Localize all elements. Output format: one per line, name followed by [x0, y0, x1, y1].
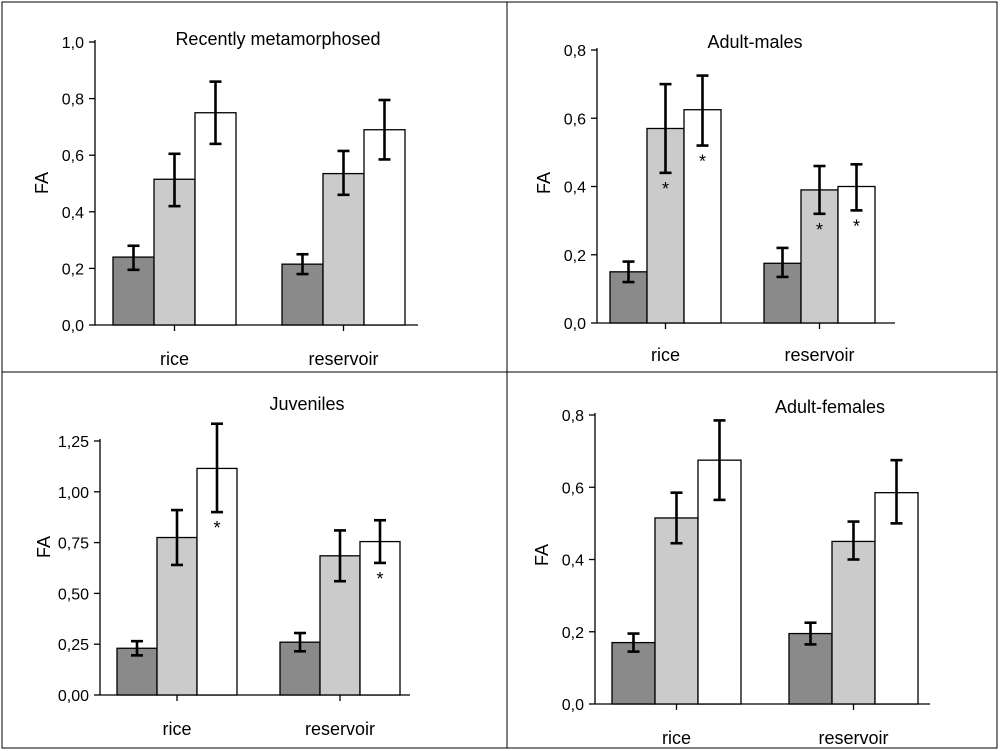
y-tick-label: 0,4 — [62, 205, 84, 222]
significance-star: * — [853, 216, 860, 236]
y-tick-label: 0,4 — [562, 553, 584, 570]
x-tick-label: reservoir — [308, 349, 378, 369]
panel-adult-males: Adult-males FA 0,0 0,2 0,4 0,6 0,8 * * * * rice rese… — [534, 32, 895, 365]
y-tick-label: 0,25 — [58, 637, 89, 654]
chart-title: Adult-males — [707, 32, 802, 52]
y-tick-label: 0,0 — [562, 697, 584, 714]
chart-title: Adult-females — [775, 397, 885, 417]
y-tick-label: 0,4 — [564, 180, 586, 197]
y-tick-label: 1,00 — [58, 485, 89, 502]
bar-reservoir-light — [831, 540, 876, 705]
significance-star: * — [699, 152, 706, 172]
bar-rice-light — [654, 517, 699, 705]
panel-adult-females: Adult-females FA 0,0 0,2 0,4 0,6 0,8 rice reserv… — [532, 397, 930, 748]
x-tick-label: rice — [162, 719, 191, 739]
y-tick-label: 0,2 — [564, 248, 586, 265]
bar-rice-white — [194, 112, 237, 326]
y-tick-label: 0,6 — [564, 111, 586, 128]
significance-star: * — [376, 569, 383, 589]
y-tick-label: 0,75 — [58, 536, 89, 553]
y-tick-label: 0,2 — [562, 625, 584, 642]
y-tick-label: 0,50 — [58, 586, 89, 603]
y-tick-label: 0,8 — [564, 43, 586, 60]
y-tick-label: 1,25 — [58, 434, 89, 451]
y-tick-label: 0,8 — [62, 92, 84, 109]
bar-reservoir-dark — [281, 263, 324, 326]
y-axis-label: FA — [34, 536, 54, 558]
x-tick-label: reservoir — [784, 345, 854, 365]
x-tick-label: rice — [662, 728, 691, 748]
y-axis-label: FA — [32, 172, 52, 194]
y-tick-label: 0,00 — [58, 688, 89, 705]
y-tick-label: 0,6 — [562, 480, 584, 497]
chart-title: Juveniles — [269, 394, 344, 414]
panel-recently-metamorphosed: Recently metamorphosed FA 0,0 0,2 0,4 0,6 0,8 1… — [32, 29, 418, 369]
significance-star: * — [662, 179, 669, 199]
y-axis-label: FA — [532, 544, 552, 566]
y-tick-label: 0,0 — [564, 316, 586, 333]
significance-star: * — [816, 220, 823, 240]
y-tick-label: 0,0 — [62, 318, 84, 335]
bar-reservoir-white — [874, 492, 919, 705]
x-tick-label: reservoir — [818, 728, 888, 748]
bar-reservoir-light — [322, 172, 365, 326]
panel-juveniles: Juveniles FA 0,00 0,25 0,50 0,75 1,00 1,25 * * ric… — [34, 394, 410, 739]
x-tick-label: rice — [160, 349, 189, 369]
y-tick-label: 0,2 — [62, 261, 84, 278]
significance-star: * — [213, 518, 220, 538]
y-tick-label: 1,0 — [62, 35, 84, 52]
bar-reservoir-white — [359, 540, 401, 696]
y-axis-label: FA — [534, 172, 554, 194]
y-tick-label: 0,6 — [62, 148, 84, 165]
chart-title: Recently metamorphosed — [175, 29, 380, 49]
x-tick-label: reservoir — [305, 719, 375, 739]
y-tick-label: 0,8 — [562, 408, 584, 425]
bar-reservoir-white — [363, 129, 406, 326]
x-tick-label: rice — [651, 345, 680, 365]
